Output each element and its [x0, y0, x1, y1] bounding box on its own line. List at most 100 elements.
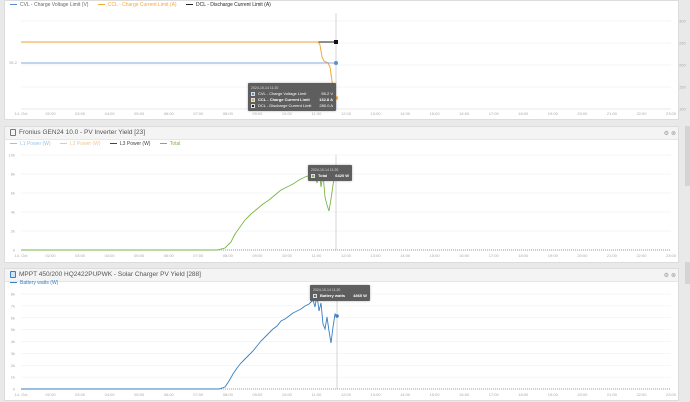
x-tick-label: 14:00 [400, 111, 411, 116]
x-tick-label: 06:00 [164, 111, 175, 116]
y-tick-label: 0 [13, 387, 16, 392]
x-tick-label: 09:00 [252, 392, 263, 397]
x-tick-label: 10:00 [282, 111, 293, 116]
x-tick-label: 15:00 [430, 253, 441, 258]
x-tick-label: 02:00 [46, 392, 57, 397]
x-tick-label: 10:00 [282, 253, 293, 258]
tooltip-row-dcl: DCL - Discharge Current Limit 280.0 A [251, 103, 333, 109]
x-tick-label: 02:00 [46, 111, 57, 116]
x-tick-label: 03:00 [75, 253, 86, 258]
y-tick-label: 3k [11, 351, 15, 356]
legend-item-ccl[interactable]: CCL - Charge Current Limit (A) [97, 2, 177, 8]
panel-header: Fronius GEN24 10.0 - PV Inverter Yield [… [5, 127, 678, 140]
x-tick-label: 22:00 [636, 111, 647, 116]
x-tick-label: 13:00 [371, 253, 382, 258]
y-tick-label: 200 [679, 63, 686, 68]
y-tick-label: 1k [11, 375, 15, 380]
y-tick-label: 300 [679, 19, 686, 24]
x-tick-label: 07:00 [193, 392, 204, 397]
x-tick-label: 18:00 [518, 253, 529, 258]
legend-item-total[interactable]: Total [159, 141, 180, 147]
x-tick-label: 16:00 [459, 392, 470, 397]
x-tick-label: 04:00 [105, 392, 116, 397]
x-tick-label: 05:00 [134, 392, 145, 397]
page-scrollbar[interactable] [685, 126, 690, 186]
solar-charger-chart[interactable]: 8k 7k 6k 5k 4k 3k 2k 1k 014. Oct 02:00 03:00 04:00 0… [5, 269, 680, 402]
x-tick-label: 14. Oct [15, 253, 29, 258]
ccl-swatch-icon [251, 98, 255, 102]
x-tick-label: 19:00 [548, 253, 559, 258]
y-tick-label: 6k [11, 315, 15, 320]
y-tick-label: 250 [679, 41, 686, 46]
x-tick-label: 06:00 [164, 392, 175, 397]
chart-tooltip: 2024-10-14 11:20 Total 6420 W [308, 165, 353, 181]
y-tick-label: 7k [11, 303, 15, 308]
y-tick-label: 5k [11, 327, 15, 332]
x-tick-label: 17:00 [489, 253, 500, 258]
x-tick-label: 15:00 [430, 392, 441, 397]
battery-limits-chart[interactable]: 300 250 200 150 100 14. Oct 02:00 03:00 04:00 05:… [5, 1, 686, 121]
panel-title: MPPT 450/200 HQ2422PUPWK - Solar Charger… [19, 271, 201, 278]
close-icon[interactable]: ⊗ [670, 131, 676, 137]
legend-item-l1[interactable]: L1 Power (W) [10, 141, 51, 147]
legend-item-l2[interactable]: L2 Power (W) [59, 141, 101, 147]
battery-watts-series-line [21, 294, 338, 390]
x-tick-label: 04:00 [105, 111, 116, 116]
y-tick-label: 150 [679, 85, 686, 90]
tooltip-row-ccl: CCL - Charge Current Limit 132.8 A [251, 97, 333, 103]
y-left-label: 55.2 [9, 60, 18, 65]
gear-icon[interactable]: ⚙ [663, 131, 669, 137]
panel-title: Fronius GEN24 10.0 - PV Inverter Yield [… [19, 129, 146, 136]
x-tick-label: 15:00 [430, 111, 441, 116]
pv-inverter-panel: Fronius GEN24 10.0 - PV Inverter Yield [… [4, 126, 679, 263]
x-tick-label: 09:00 [252, 111, 263, 116]
battery-watts-marker [335, 314, 339, 318]
x-tick-label: 23:00 [666, 111, 677, 116]
x-tick-label: 12:00 [341, 392, 352, 397]
solar-charger-panel: MPPT 450/200 HQ2422PUPWK - Solar Charger… [4, 268, 679, 401]
legend-item-l3[interactable]: L3 Power (W) [109, 141, 150, 147]
y-tick-label: 0 [13, 248, 16, 253]
y-tick-label: 4k [11, 210, 15, 215]
y-tick-label: 2k [11, 363, 15, 368]
x-tick-label: 17:00 [489, 111, 500, 116]
x-tick-label: 22:00 [636, 392, 647, 397]
x-tick-label: 21:00 [607, 111, 618, 116]
legend: L1 Power (W) L2 Power (W) L3 Power (W) T… [10, 141, 188, 147]
total-swatch-icon [311, 174, 315, 178]
tooltip-row-cvl: CVL - Charge Voltage Limit 55.2 V [251, 91, 333, 97]
x-tick-label: 08:00 [223, 392, 234, 397]
x-tick-label: 19:00 [548, 111, 559, 116]
x-tick-label: 13:00 [371, 392, 382, 397]
x-tick-label: 21:00 [607, 392, 618, 397]
page-scrollbar-thumb[interactable] [685, 262, 690, 284]
x-tick-label: 18:00 [518, 111, 529, 116]
x-tick-label: 11:00 [312, 111, 322, 116]
x-tick-label: 14:00 [400, 392, 411, 397]
legend: CVL - Charge Voltage Limit (V) CCL - Cha… [10, 2, 279, 8]
x-tick-label: 04:00 [105, 253, 116, 258]
legend-item-battery-watts[interactable]: Battery watts (W) [10, 280, 58, 286]
x-tick-label: 22:00 [636, 253, 647, 258]
pv-inverter-chart[interactable]: 10k 8k 6k 4k 2k 014. Oct 02:00 03:00 04:00 05:00 0… [5, 127, 680, 264]
inverter-icon [10, 129, 16, 136]
x-tick-label: 09:00 [252, 253, 263, 258]
x-tick-label: 05:00 [134, 253, 145, 258]
y-tick-label: 100 [679, 107, 686, 112]
x-tick-label: 23:00 [666, 253, 677, 258]
x-tick-label: 16:00 [459, 253, 470, 258]
y-tick-label: 6k [11, 191, 15, 196]
x-tick-label: 13:00 [371, 111, 382, 116]
legend-item-dcl[interactable]: DCL - Discharge Current Limit (A) [185, 2, 271, 8]
x-tick-label: 19:00 [548, 392, 559, 397]
cvl-marker [334, 61, 338, 65]
x-tick-label: 07:00 [193, 253, 204, 258]
x-tick-label: 14. Oct [15, 111, 29, 116]
close-icon[interactable]: ⊗ [670, 273, 676, 279]
gear-icon[interactable]: ⚙ [663, 273, 669, 279]
legend-item-cvl[interactable]: CVL - Charge Voltage Limit (V) [10, 2, 88, 8]
cvl-swatch-icon [251, 92, 255, 96]
x-tick-label: 20:00 [577, 111, 588, 116]
chart-tooltip: 2024-10-14 11:20 Battery watts 4865 W [310, 285, 370, 301]
x-tick-label: 12:00 [341, 253, 352, 258]
